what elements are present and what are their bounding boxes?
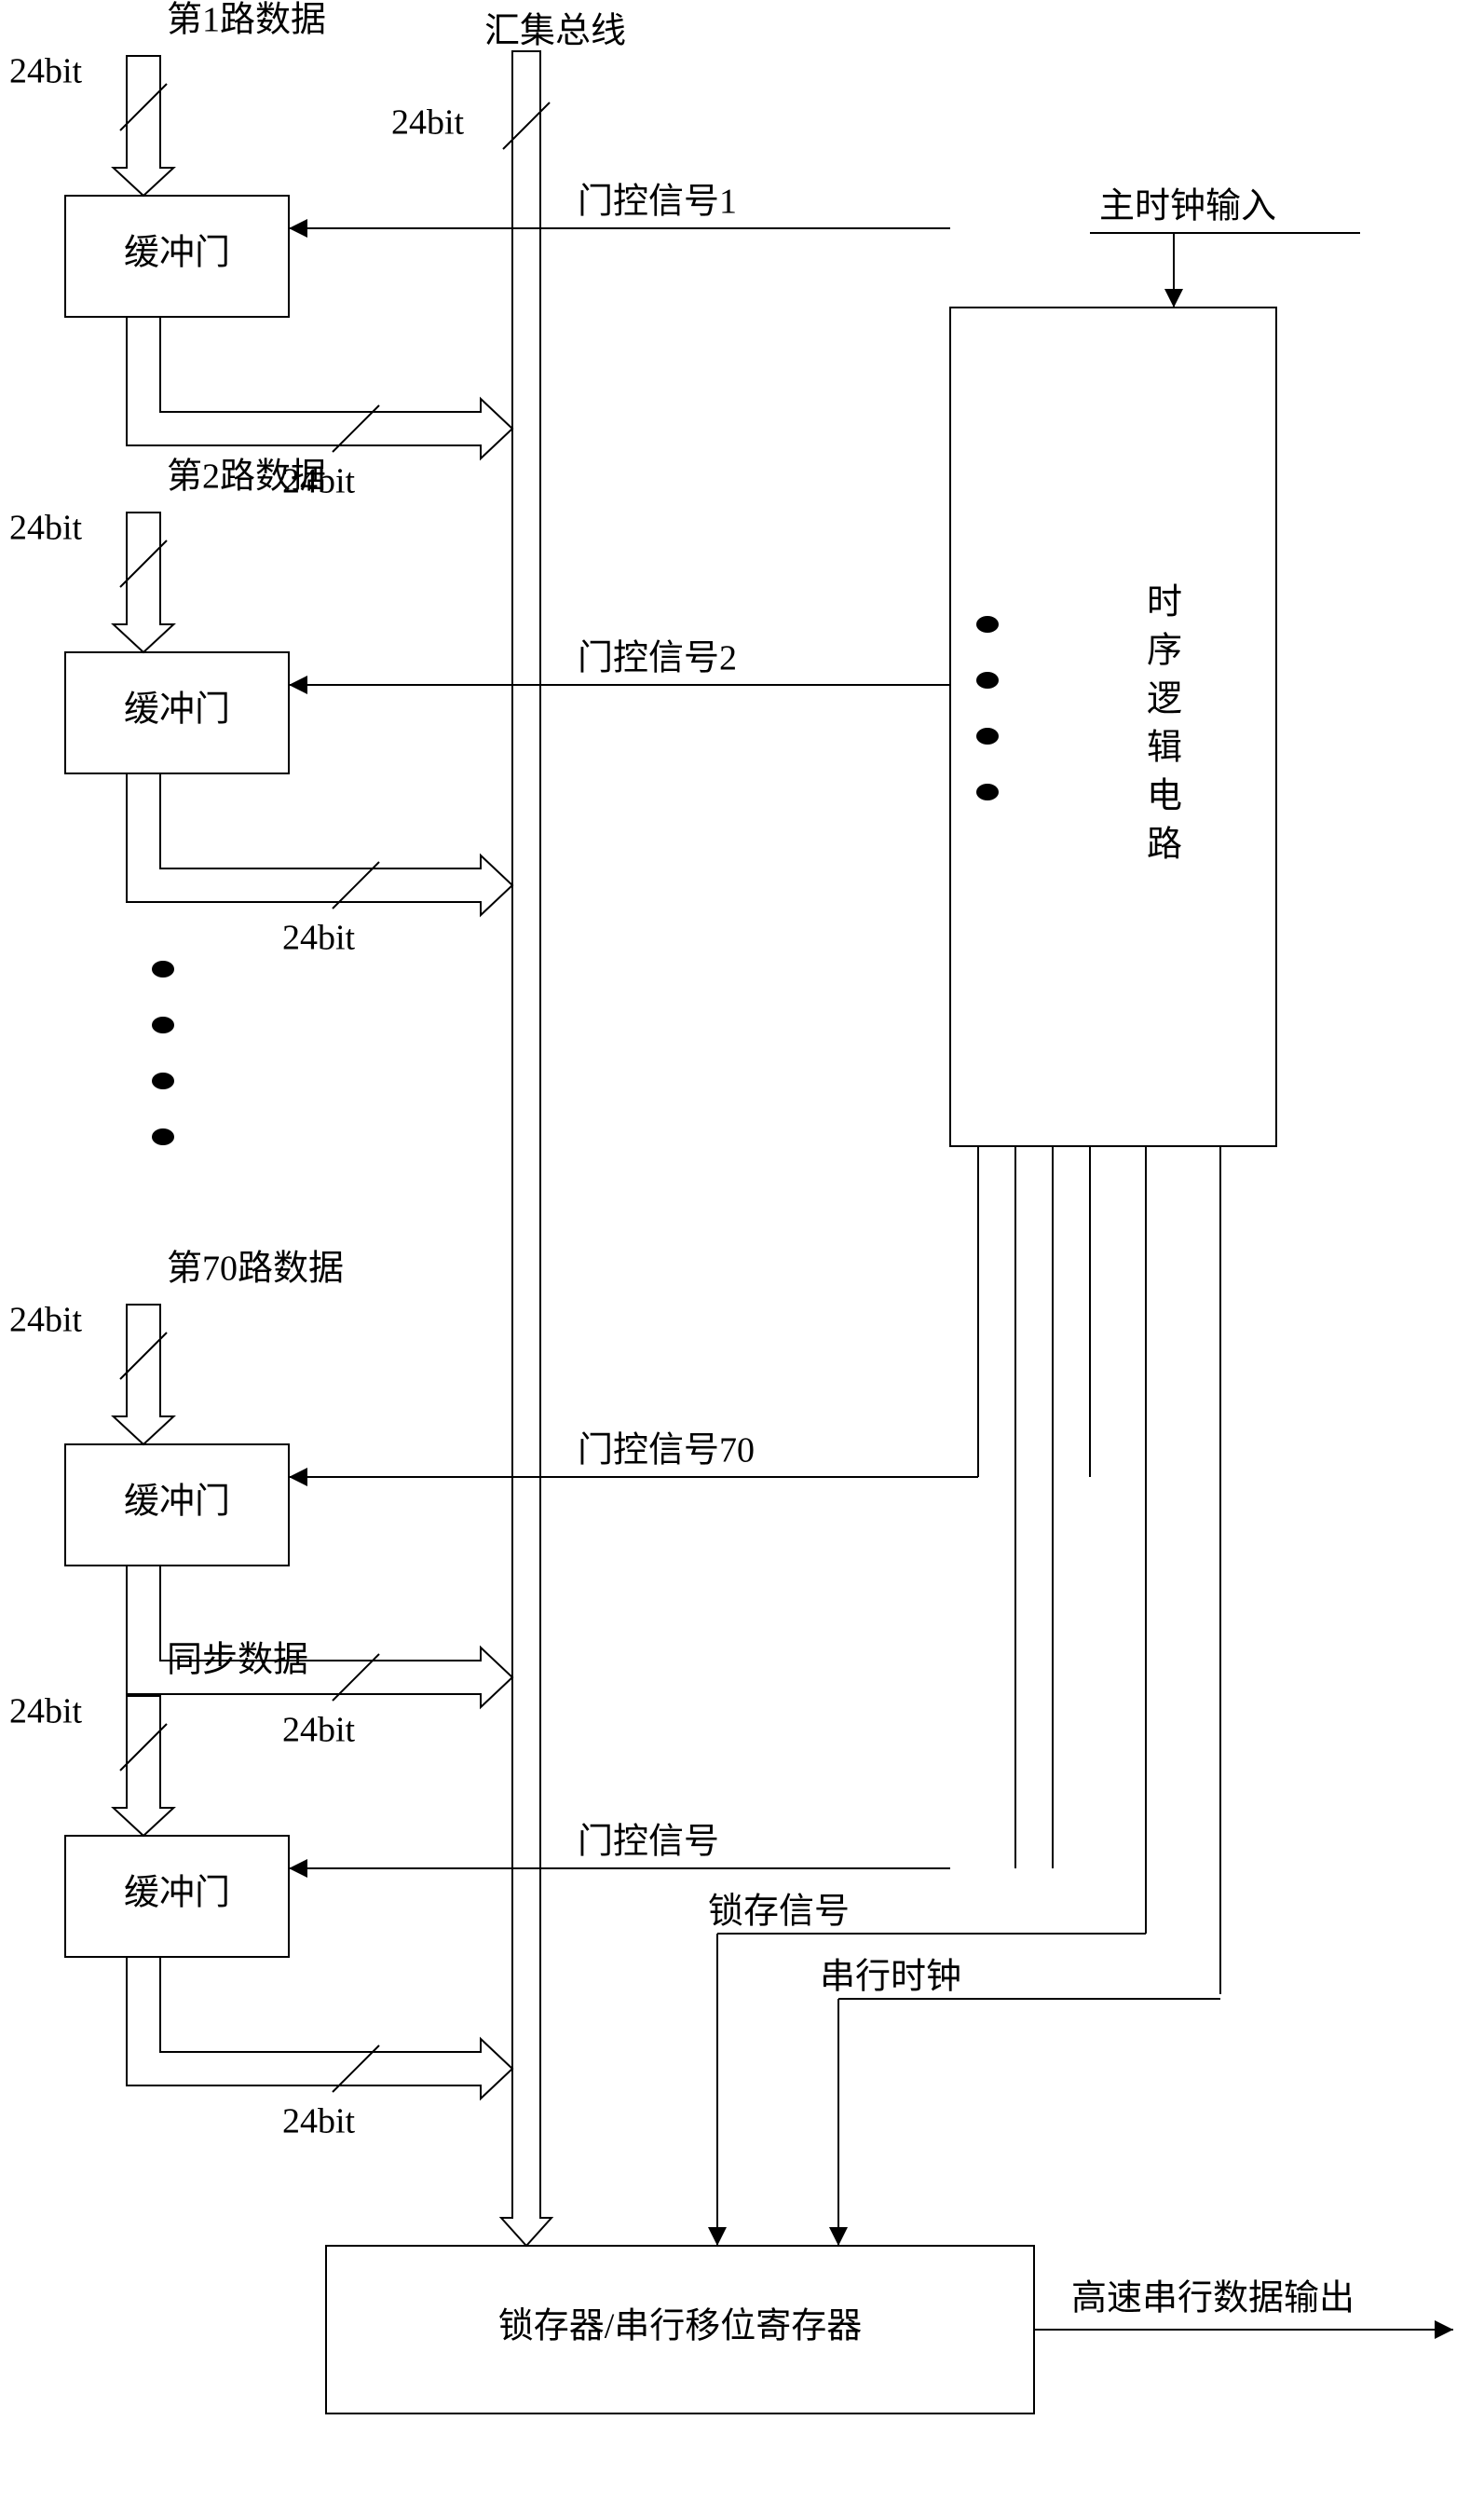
timing-logic-label: 逻 [1147, 680, 1182, 719]
buffer-out-arrow-0 [127, 317, 512, 458]
data-in-label-3: 同步数据 [167, 1641, 308, 1680]
bus-label: 汇集总线 [484, 12, 626, 51]
gate-signal-label-0: 门控信号1 [578, 183, 737, 222]
data-in-arrow-1 [114, 513, 174, 652]
latch-signal-label: 锁存信号 [708, 1893, 850, 1932]
main-clock-label: 主时钟输入 [1099, 187, 1276, 226]
serial-clock-label: 串行时钟 [820, 1958, 961, 1997]
ellipsis-dot [976, 784, 999, 800]
data-in-arrow-3 [114, 1696, 174, 1836]
buffer-out-arrow-1 [127, 773, 512, 915]
buffer-gate-label-0: 缓冲门 [124, 234, 230, 273]
buffer-out-arrow-2 [127, 1566, 512, 1707]
block-diagram: 汇集总线 24bit 时序逻辑电路 主时钟输入 第1路数据 24bit 缓冲门 24bit 门控… [0, 0, 1484, 2516]
gate-signal-label-3: 门控信号 [578, 1823, 719, 1862]
timing-logic-label: 时 [1147, 583, 1182, 622]
data-in-bit-2: 24bit [9, 1301, 83, 1340]
data-in-arrow-0 [114, 56, 174, 196]
buffer-out-arrow-3 [127, 1957, 512, 2099]
timing-logic-label: 电 [1147, 777, 1182, 816]
ellipsis-dot [152, 1073, 174, 1089]
ellipsis-dot [976, 728, 999, 745]
buffer-out-bit-1: 24bit [282, 919, 356, 958]
timing-logic-label: 序 [1147, 632, 1182, 671]
data-in-bit-0: 24bit [9, 52, 83, 91]
latch-register-label: 锁存器/串行移位寄存器 [498, 2307, 863, 2346]
ellipsis-dot [152, 1017, 174, 1033]
buffer-gate-label-2: 缓冲门 [124, 1483, 230, 1522]
timing-logic-box [950, 308, 1276, 1146]
ellipsis-dot [976, 672, 999, 689]
gate-signal-label-2: 门控信号70 [578, 1431, 755, 1470]
buffer-gate-label-3: 缓冲门 [124, 1874, 230, 1913]
data-in-bit-1: 24bit [9, 509, 83, 548]
data-in-label-2: 第70路数据 [167, 1250, 344, 1289]
data-in-bit-3: 24bit [9, 1692, 83, 1731]
ellipsis-dot [152, 1128, 174, 1145]
data-in-arrow-2 [114, 1305, 174, 1444]
buffer-out-bit-3: 24bit [282, 2102, 356, 2141]
ellipsis-dot [976, 616, 999, 633]
data-in-label-1: 第2路数据 [167, 458, 326, 497]
gate-signal-label-1: 门控信号2 [578, 639, 737, 678]
bus-bit-label: 24bit [391, 103, 465, 143]
buffer-out-bit-2: 24bit [282, 1711, 356, 1750]
serial-output-label: 高速串行数据输出 [1071, 2279, 1355, 2318]
data-in-label-0: 第1路数据 [167, 1, 326, 40]
buffer-gate-label-1: 缓冲门 [124, 691, 230, 730]
collection-bus [501, 51, 551, 2246]
timing-logic-label: 辑 [1147, 729, 1182, 768]
ellipsis-dot [152, 961, 174, 978]
timing-logic-label: 路 [1147, 826, 1182, 865]
